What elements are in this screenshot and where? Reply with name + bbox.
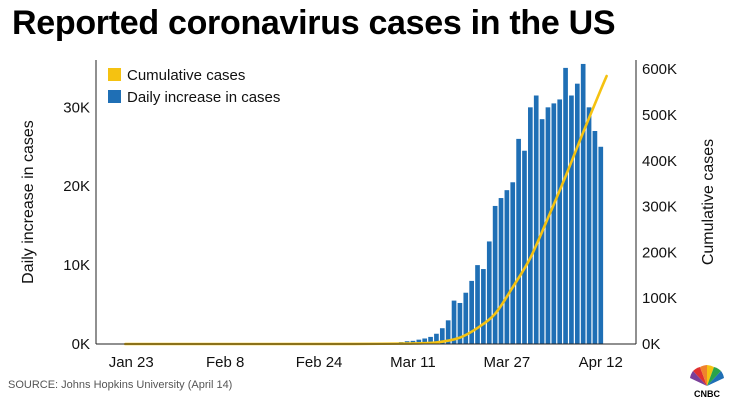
bar: [451, 300, 457, 344]
left-tick-label: 20K: [63, 178, 90, 195]
x-tick-label: Apr 12: [579, 354, 623, 371]
bar: [522, 150, 527, 344]
x-tick-label: Jan 23: [109, 354, 154, 371]
left-tick-label: 0K: [72, 336, 90, 353]
left-tick-label: 30K: [63, 99, 90, 116]
right-tick-label: 300K: [642, 199, 677, 216]
source-note: SOURCE: Johns Hopkins University (April …: [8, 379, 233, 391]
bar: [492, 205, 498, 344]
bar: [563, 67, 568, 344]
right-tick-label: 400K: [642, 153, 677, 170]
peacock-icon: [690, 365, 724, 386]
bar: [416, 339, 422, 344]
bar: [598, 146, 604, 344]
x-tick-label: Feb 24: [296, 354, 343, 371]
left-axis-title: Daily increase in cases: [20, 120, 37, 284]
bar: [498, 198, 504, 344]
legend-swatch: [108, 90, 121, 103]
right-tick-label: 200K: [642, 244, 677, 261]
left-tick-label: 10K: [63, 257, 90, 274]
x-tick-label: Mar 27: [484, 354, 531, 371]
legend-swatch: [108, 68, 121, 81]
bar: [481, 269, 486, 344]
bar: [574, 83, 580, 345]
bar: [486, 241, 492, 344]
bar: [475, 265, 480, 344]
cnbc-logo: CNBC: [690, 365, 724, 399]
right-axis-title: Cumulative cases: [700, 139, 717, 265]
bar: [510, 182, 516, 344]
right-tick-label: 600K: [642, 61, 677, 78]
axes: 0K 10K 20K 30K 0K 100K 200K 300K 400K 500K 600K Jan…: [20, 60, 717, 371]
legend: Cumulative cases Daily increase in cases: [108, 67, 280, 106]
bar: [434, 333, 439, 344]
x-tick-label: Feb 8: [206, 354, 244, 371]
bar: [551, 103, 557, 344]
bar: [528, 107, 533, 344]
right-tick-label: 0K: [642, 336, 660, 353]
bar-series: [351, 63, 604, 345]
bar: [586, 107, 592, 344]
bar: [463, 292, 469, 344]
bar: [504, 190, 510, 344]
bar: [445, 320, 451, 344]
bar: [569, 95, 574, 344]
bar: [422, 338, 428, 344]
bar: [557, 99, 563, 344]
bar: [439, 328, 445, 344]
bar: [516, 138, 521, 344]
bar: [580, 63, 586, 344]
bar: [457, 302, 463, 344]
bar: [533, 95, 539, 344]
right-tick-label: 500K: [642, 107, 677, 124]
chart-title: Reported coronavirus cases in the US: [12, 4, 616, 42]
bar: [592, 131, 598, 344]
legend-label: Daily increase in cases: [127, 89, 280, 106]
right-tick-label: 100K: [642, 290, 677, 307]
legend-label: Cumulative cases: [127, 67, 245, 84]
bar: [469, 280, 474, 344]
bar: [545, 107, 551, 344]
x-tick-label: Mar 11: [390, 354, 436, 371]
bar: [428, 336, 433, 344]
logo-text: CNBC: [694, 389, 720, 399]
